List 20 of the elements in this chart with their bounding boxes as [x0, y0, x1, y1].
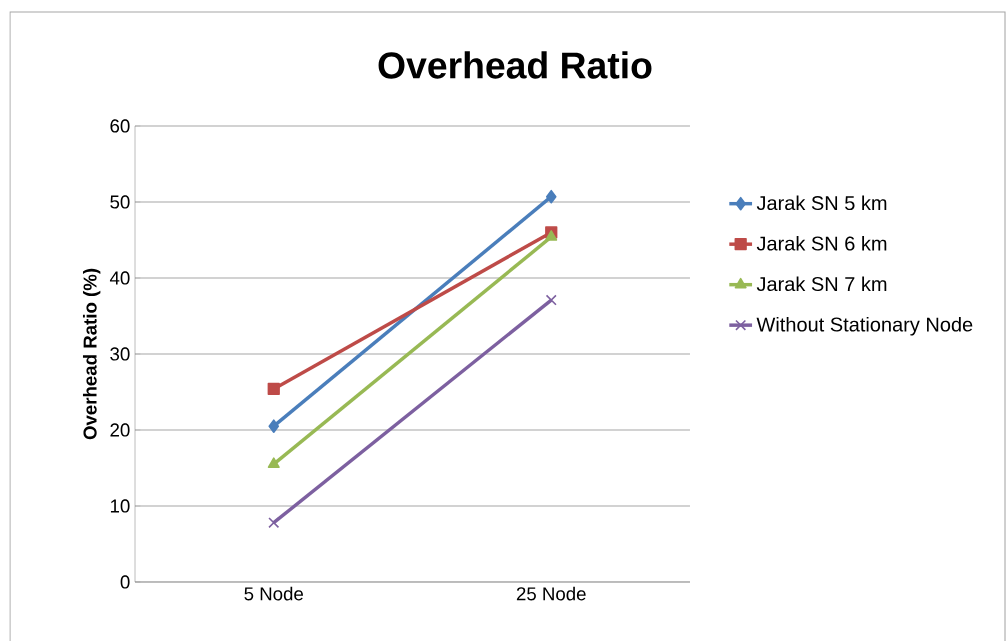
y-tick-label: 30	[110, 347, 130, 361]
point	[545, 294, 557, 306]
y-tick-label: 40	[109, 271, 130, 285]
x-tick-label: 25 Node	[516, 586, 586, 601]
x-tick-label: 5 Node	[244, 586, 303, 601]
y-axis-title: Overhead Ratio (%)	[82, 268, 101, 440]
legend-label: Jarak SN 7 km	[756, 276, 887, 292]
point	[268, 517, 280, 529]
y-tick-label: 10	[110, 499, 130, 513]
point	[268, 419, 280, 433]
legend-label: Jarak SN 6 km	[756, 235, 887, 251]
point	[545, 189, 557, 204]
y-tick-label: 20	[110, 423, 130, 437]
legend-label: Jarak SN 5 km	[756, 195, 887, 211]
y-tick-label: 50	[110, 195, 130, 209]
legend-label: Without Stationary Node	[756, 316, 973, 336]
y-tick-label: 0	[120, 575, 130, 589]
chart-title: Overhead Ratio	[378, 51, 652, 79]
y-tick-label: 60	[110, 119, 130, 133]
point	[267, 382, 280, 396]
